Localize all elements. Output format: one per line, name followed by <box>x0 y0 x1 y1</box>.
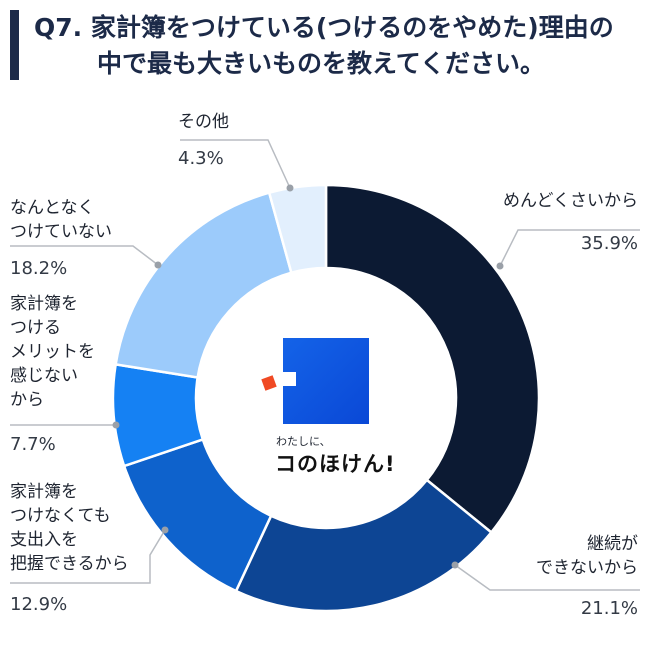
pct-nantonaku: 18.2% <box>10 258 68 279</box>
leader-dot <box>286 184 294 192</box>
leader-line <box>499 229 640 267</box>
leader-line <box>454 564 640 591</box>
chart-title-line-2: 中で最も大きいものを教えてください。 <box>97 49 546 78</box>
pct-merit: 7.7% <box>10 434 56 455</box>
leader-line <box>10 529 166 584</box>
label-merit: 家計簿を つける メリットを 感じない から <box>10 294 95 410</box>
slice-sonota <box>267 183 328 275</box>
logo-notch <box>282 372 296 386</box>
leader-line <box>10 245 159 266</box>
label-haaku: 家計簿を つけなくても 支出入を 把握できるから <box>10 482 129 574</box>
pct-sonota: 4.3% <box>178 148 224 169</box>
leader-dot <box>161 526 169 534</box>
leader-dot <box>154 261 162 269</box>
label-keizoku: 継続が できないから <box>536 534 638 578</box>
slice-keizoku <box>234 478 494 613</box>
label-sonota: その他 <box>178 112 229 132</box>
logo-square <box>283 338 369 424</box>
leader-line <box>180 139 291 189</box>
chart-title-line-1: Q7. 家計簿をつけている(つけるのをやめた)理由の <box>34 13 614 42</box>
leader-dot <box>496 262 504 270</box>
pct-mendokusai: 35.9% <box>580 233 638 254</box>
slice-mendokusai <box>324 183 541 535</box>
pct-haaku: 12.9% <box>10 594 68 615</box>
slice-nantonaku <box>114 191 293 379</box>
logo-wordmark: コのほけん! <box>275 452 396 476</box>
leader-dot <box>112 421 120 429</box>
chart-title: Q7. 家計簿をつけている(つけるのをやめた)理由の 中で最も大きいものを教えて… <box>34 10 634 82</box>
pct-keizoku: 21.1% <box>580 598 638 619</box>
leader-dot <box>451 561 459 569</box>
logo-tagline: わたしに、 <box>276 435 331 448</box>
title-accent-bar <box>10 10 19 80</box>
label-nantonaku: なんとなく つけていない <box>10 198 112 242</box>
label-mendokusai: めんどくさいから <box>503 191 638 211</box>
